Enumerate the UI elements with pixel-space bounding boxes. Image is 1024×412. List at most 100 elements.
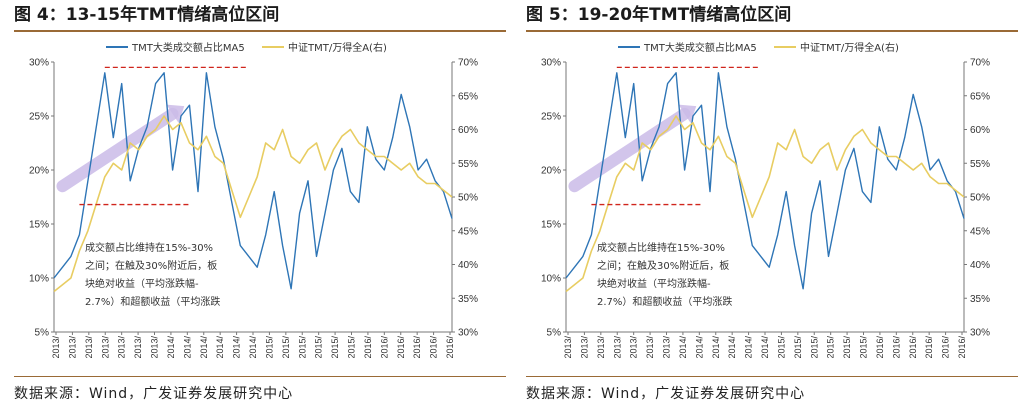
- annotation-text-line: 之间；在触及30%附近后，板: [597, 259, 729, 272]
- y-tick-label: 20%: [29, 166, 49, 177]
- legend-label: TMT大类成交额占比MA5: [131, 41, 245, 54]
- y-tick-label: 30%: [541, 58, 561, 69]
- x-tick-label: 2013/: [84, 336, 94, 359]
- annotation-text-line: 块绝对收益（平均涨跌幅-: [597, 277, 711, 290]
- trend-band: [568, 107, 691, 193]
- x-tick-label: 2014/: [166, 336, 176, 359]
- x-tick-label: 2016/: [924, 336, 934, 359]
- source-divider: [14, 376, 506, 377]
- x-tick-label: 2013/: [629, 336, 639, 359]
- x-tick-label: 2013/: [67, 336, 77, 359]
- x-tick-label: 2013/: [133, 336, 143, 359]
- annotation-text-line: 2.7%）和超额收益（平均涨跌: [597, 295, 732, 308]
- x-tick-label: 2013/: [117, 336, 127, 359]
- x-tick-label: 2014/: [248, 336, 258, 359]
- chart-figure-5: 5% 10% 15% 20% 25% 30% 30% 35% 40% 45% 50% 55% 60% 65…: [541, 41, 990, 359]
- x-tick-label: 2016/: [429, 336, 439, 359]
- annotation-text-line: 成交额占比维持在15%-30%: [597, 241, 725, 254]
- x-tick-label: 2013/: [563, 336, 573, 359]
- y-tick-label: 10%: [29, 274, 49, 285]
- x-tick-label: 2016/: [412, 336, 422, 359]
- x-tick-label: 2015/: [793, 336, 803, 359]
- x-tick-label: 2015/: [776, 336, 786, 359]
- x-tick-label: 2014/: [694, 336, 704, 359]
- x-tick-label: 2016/: [363, 336, 373, 359]
- x-tick-label: 2014/: [182, 336, 192, 359]
- x-tick-label: 2013/: [579, 336, 589, 359]
- y-tick-label: 15%: [29, 220, 49, 231]
- figure-title: 图 4：13-15年TMT情绪高位区间: [14, 5, 280, 25]
- y2-tick-label: 40%: [970, 260, 990, 271]
- y2-tick-label: 30%: [970, 328, 990, 339]
- title-divider: [14, 30, 506, 32]
- x-tick-label: 2013/: [150, 336, 160, 359]
- x-tick-label: 2015/: [314, 336, 324, 359]
- trend-band: [56, 107, 179, 193]
- y2-tick-label: 55%: [458, 159, 478, 170]
- series-line-turnover-share: [53, 72, 453, 290]
- y-tick-label: 5%: [547, 328, 562, 339]
- annotation-text-line: 成交额占比维持在15%-30%: [85, 241, 213, 254]
- x-tick-label: 2016/: [941, 336, 951, 359]
- x-tick-label: 2014/: [727, 336, 737, 359]
- x-tick-label: 2013/: [100, 336, 110, 359]
- x-tick-label: 2014/: [232, 336, 242, 359]
- y-tick-label: 5%: [35, 328, 50, 339]
- figure-title: 图 5：19-20年TMT情绪高位区间: [526, 5, 792, 25]
- y2-tick-label: 35%: [970, 294, 990, 305]
- x-tick-label: 2014/: [199, 336, 209, 359]
- y-tick-label: 30%: [29, 58, 49, 69]
- y-tick-label: 25%: [29, 112, 49, 123]
- x-tick-label: 2013/: [596, 336, 606, 359]
- x-tick-label: 2013/: [612, 336, 622, 359]
- x-tick-label: 2016/: [891, 336, 901, 359]
- legend-label: 中证TMT/万得全A(右): [800, 41, 899, 54]
- source-note: 数据来源：Wind，广发证券发展研究中心: [14, 386, 294, 402]
- y2-tick-label: 65%: [970, 91, 990, 102]
- chart-figure-4: 5% 10% 15% 20% 25% 30% 30% 35% 40% 45% 50% 55% 60% 65…: [29, 41, 478, 359]
- x-tick-label: 2015/: [347, 336, 357, 359]
- legend-label: 中证TMT/万得全A(右): [288, 41, 387, 54]
- annotation-text-line: 块绝对收益（平均涨跌幅-: [85, 277, 199, 290]
- x-tick-label: 2013/: [51, 336, 61, 359]
- x-tick-label: 2016/: [957, 336, 967, 359]
- x-tick-label: 2015/: [826, 336, 836, 359]
- y2-tick-label: 45%: [458, 226, 478, 237]
- y-tick-label: 20%: [541, 166, 561, 177]
- x-tick-label: 2014/: [744, 336, 754, 359]
- series-line-tmt-ratio: [565, 115, 965, 293]
- x-tick-label: 2015/: [859, 336, 869, 359]
- x-tick-label: 2016/: [445, 336, 455, 359]
- series-line-turnover-share: [565, 72, 965, 290]
- trend-band-arrowhead: [166, 104, 185, 124]
- source-divider: [526, 376, 1018, 377]
- x-tick-label: 2016/: [396, 336, 406, 359]
- x-tick-label: 2016/: [875, 336, 885, 359]
- y2-tick-label: 40%: [458, 260, 478, 271]
- figure-panel-5: 图 5：19-20年TMT情绪高位区间 5% 10% 15% 20% 25% 30% 30%…: [526, 0, 1018, 412]
- y2-tick-label: 30%: [458, 328, 478, 339]
- x-tick-label: 2014/: [711, 336, 721, 359]
- x-tick-label: 2016/: [908, 336, 918, 359]
- y2-tick-label: 45%: [970, 226, 990, 237]
- source-note: 数据来源：Wind，广发证券发展研究中心: [526, 386, 806, 402]
- y2-tick-label: 70%: [970, 58, 990, 69]
- y2-tick-label: 55%: [970, 159, 990, 170]
- y2-tick-label: 60%: [458, 125, 478, 136]
- trend-band-arrowhead: [678, 104, 697, 124]
- x-tick-label: 2015/: [264, 336, 274, 359]
- y2-tick-label: 50%: [458, 193, 478, 204]
- y2-tick-label: 70%: [458, 58, 478, 69]
- x-tick-label: 2014/: [215, 336, 225, 359]
- x-tick-label: 2014/: [760, 336, 770, 359]
- y-tick-label: 15%: [541, 220, 561, 231]
- title-divider: [526, 30, 1018, 32]
- x-tick-label: 2016/: [379, 336, 389, 359]
- y-tick-label: 25%: [541, 112, 561, 123]
- x-tick-label: 2015/: [281, 336, 291, 359]
- y2-tick-label: 60%: [970, 125, 990, 136]
- x-tick-label: 2013/: [662, 336, 672, 359]
- annotation-text-line: 2.7%）和超额收益（平均涨跌: [85, 295, 220, 308]
- series-line-tmt-ratio: [53, 115, 453, 293]
- annotation-text-line: 之间；在触及30%附近后，板: [85, 259, 217, 272]
